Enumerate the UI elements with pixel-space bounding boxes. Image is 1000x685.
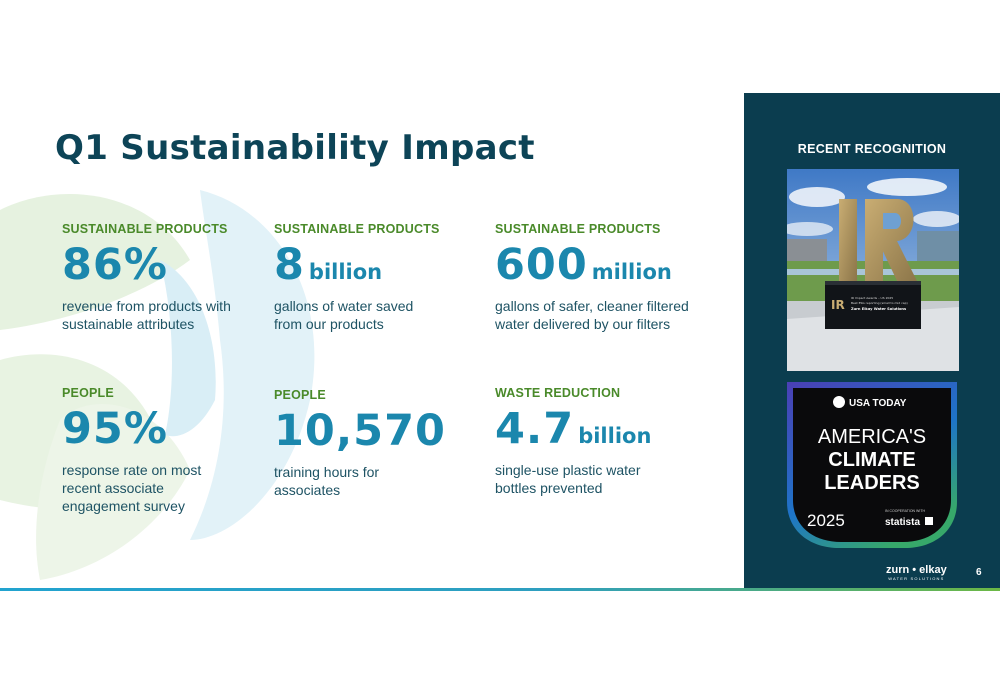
globe-leaf-background-graphic [0,190,315,580]
stat-training: PEOPLE 10,570 training hours for associa… [274,388,474,499]
ir-award-photo: IR IR Impact Awards – US 2025 Best ESG r… [787,169,959,371]
stat-description: revenue from products with sustainable a… [62,298,231,332]
badge-cooperation: IN COOPERATION WITH [885,509,925,513]
stat-category: SUSTAINABLE PRODUCTS [274,222,440,236]
badge-line-2: CLIMATE [828,449,915,471]
plaque-line-1: IR Impact Awards – US 2025 [851,296,893,300]
stat-value: 600 [495,240,588,290]
stat-filtered-water: SUSTAINABLE PRODUCTS 600 million gallons … [495,222,725,333]
stat-description: single-use plastic water bottles prevent… [495,462,641,496]
stat-value: 10,570 [274,406,446,456]
page-number: 6 [976,567,982,578]
plaque-line-2: Best ESG reporting (small to mid cap) [851,301,908,305]
company-logo-subtitle: WATER SOLUTIONS [888,576,945,581]
stat-category: PEOPLE [62,386,114,400]
plaque-line-3: Zurn Elkay Water Solutions [851,307,906,311]
bottom-divider [0,588,1000,591]
stat-category: SUSTAINABLE PRODUCTS [495,222,661,236]
badge-partner: statista [885,517,920,528]
badge-publisher: USA TODAY [849,398,907,409]
stat-description: gallons of safer, cleaner filtered water… [495,298,689,332]
stat-value: 8 [274,240,305,290]
stat-category: PEOPLE [274,388,326,402]
stat-description: gallons of water saved from our products [274,298,414,332]
stat-unit: billion [578,424,652,448]
stat-unit: billion [308,260,383,284]
badge-year: 2025 [807,511,845,530]
recognition-panel: RECENT RECOGNITION [744,93,1000,589]
stat-revenue: SUSTAINABLE PRODUCTS 86% revenue from pr… [62,222,262,333]
stat-value: 95% [62,404,168,454]
badge-line-3: LEADERS [824,472,920,494]
climate-leaders-badge: USA TODAY AMERICA'S CLIMATE LEADERS 2025… [787,382,957,548]
stat-category: SUSTAINABLE PRODUCTS [62,222,228,236]
stat-water-saved: SUSTAINABLE PRODUCTS 8 billion gallons of… [274,222,474,333]
stat-description: training hours for associates [274,464,380,498]
stat-value: 86% [62,240,168,290]
company-logo: zurn • elkay WATER SOLUTIONS [886,564,947,581]
plaque-logo: IR [831,298,845,312]
statista-mark-icon [925,517,933,525]
stat-category: WASTE REDUCTION [495,386,621,400]
stat-engagement: PEOPLE 95% response rate on most recent … [62,386,262,515]
stat-plastic-bottles: WASTE REDUCTION 4.7 billion single-use pl… [495,386,725,497]
company-logo-text: zurn • elkay [886,564,947,576]
stat-description: response rate on most recent associate e… [62,462,202,514]
stat-value: 4.7 [495,404,575,454]
recognition-label: RECENT RECOGNITION [797,142,947,156]
stat-unit: million [591,260,672,284]
page-title: Q1 Sustainability Impact [55,128,535,168]
badge-line-1: AMERICA'S [818,426,926,448]
